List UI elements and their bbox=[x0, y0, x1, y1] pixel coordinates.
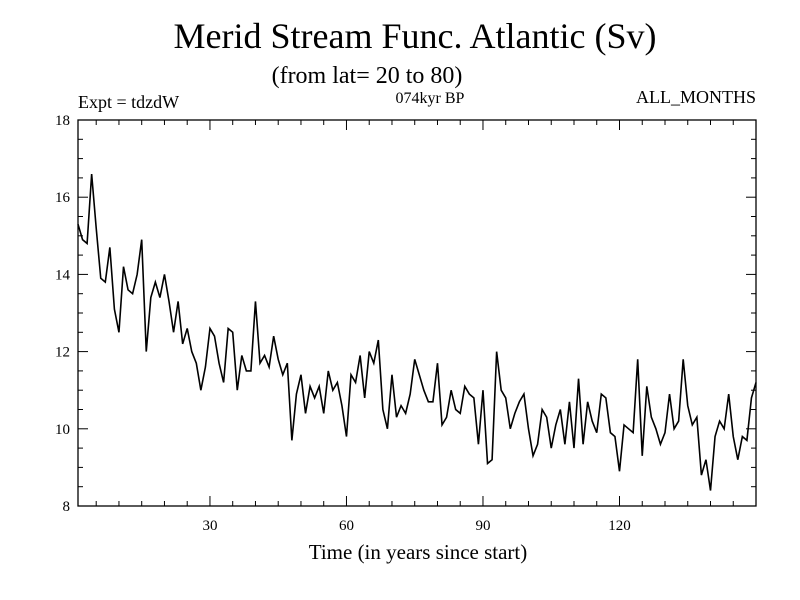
x-axis-label: Time (in years since start) bbox=[309, 540, 528, 564]
axis-tick-labels: 8 10 12 14 16 18 30 60 90 120 bbox=[55, 113, 631, 534]
chart-subtitle: (from lat= 20 to 80) bbox=[272, 63, 463, 89]
months-label: ALL_MONTHS bbox=[636, 87, 756, 107]
y-tick-label: 8 bbox=[63, 499, 71, 515]
y-tick-label: 18 bbox=[55, 113, 70, 129]
series-line bbox=[77, 173, 757, 491]
period-label: 074kyr BP bbox=[396, 90, 465, 107]
series-group bbox=[77, 173, 757, 491]
y-tick-label: 10 bbox=[55, 422, 70, 438]
x-tick-label: 90 bbox=[475, 518, 490, 534]
x-tick-label: 30 bbox=[202, 518, 217, 534]
y-tick-label: 14 bbox=[55, 267, 71, 283]
x-tick-label: 60 bbox=[339, 518, 354, 534]
y-tick-label: 16 bbox=[55, 190, 71, 206]
chart-title: Merid Stream Func. Atlantic (Sv) bbox=[174, 16, 657, 56]
experiment-label: Expt = tdzdW bbox=[78, 92, 179, 112]
x-tick-label: 120 bbox=[608, 518, 631, 534]
y-tick-label: 12 bbox=[55, 345, 70, 361]
